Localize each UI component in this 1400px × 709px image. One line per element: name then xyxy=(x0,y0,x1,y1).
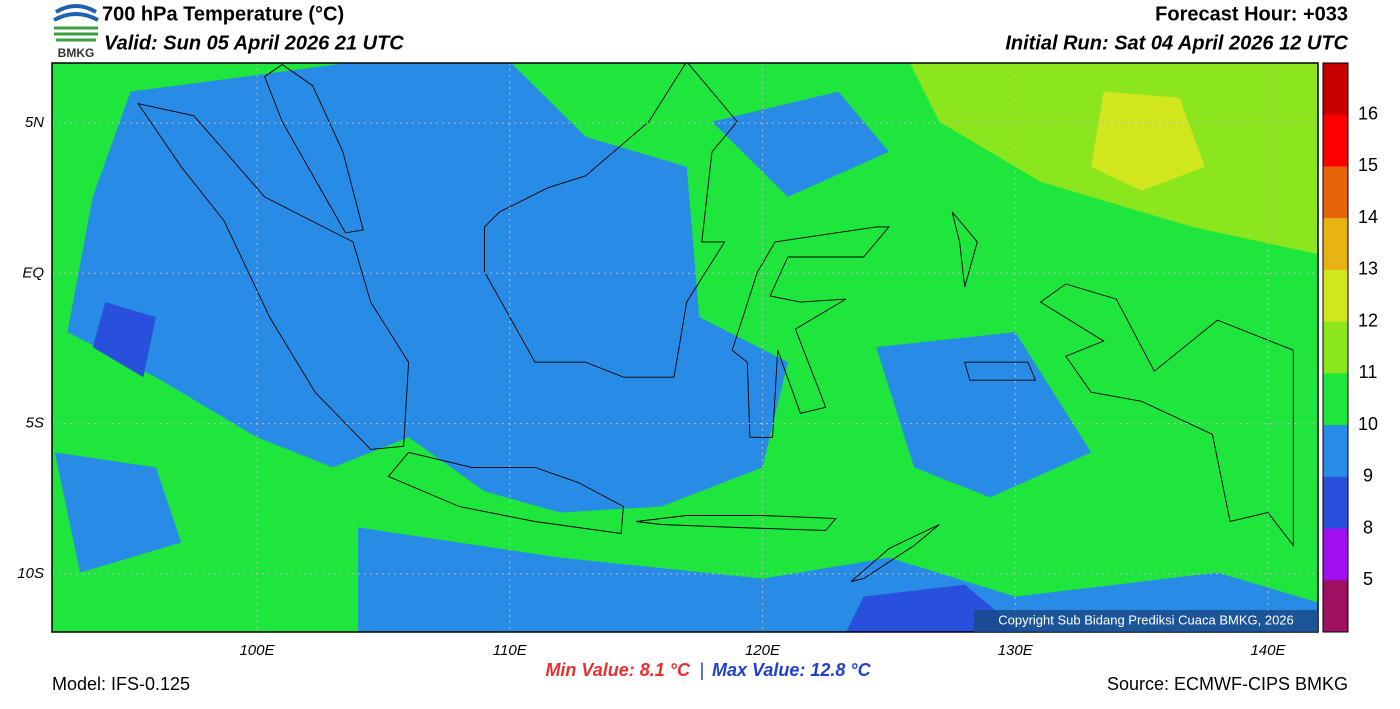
temperature-region xyxy=(67,63,788,513)
copyright-box xyxy=(974,610,1318,632)
colorbar-label: 16 xyxy=(1358,103,1378,123)
colorbar-swatch xyxy=(1323,218,1348,271)
logo-text: BMKG xyxy=(58,46,95,60)
source: Source: ECMWF-CIPS BMKG xyxy=(1107,674,1348,694)
colorbar-label: 9 xyxy=(1363,466,1373,486)
min-value: Min Value: 8.1 °C xyxy=(545,660,691,680)
coastline xyxy=(964,361,1037,381)
colorbar-label: 5 xyxy=(1363,569,1373,589)
temperature-region xyxy=(712,91,889,197)
colorbar-label: 10 xyxy=(1358,414,1378,434)
colorbar-label: 15 xyxy=(1358,155,1378,175)
lon-label: 140E xyxy=(1250,642,1286,659)
lon-label: 120E xyxy=(745,642,781,659)
coastline xyxy=(137,103,410,450)
colorbar-label: 8 xyxy=(1363,517,1373,537)
initial-run: Initial Run: Sat 04 April 2026 12 UTC xyxy=(1005,32,1348,54)
colorbar-frame xyxy=(1322,62,1349,633)
temperature-region xyxy=(358,527,1318,632)
lat-label: 5S xyxy=(26,415,44,432)
coastline xyxy=(731,226,890,438)
colorbar-swatch xyxy=(1323,114,1348,167)
coastline xyxy=(850,524,940,583)
coastline xyxy=(1039,283,1294,547)
temperature-region xyxy=(876,332,1092,498)
lat-label: 10S xyxy=(17,565,44,582)
colorbar-label: 11 xyxy=(1359,362,1378,382)
colorbar-swatch xyxy=(1323,269,1348,323)
temperature-region xyxy=(1091,91,1205,191)
colorbar-label: 13 xyxy=(1358,259,1378,279)
colorbar-swatch xyxy=(1323,476,1348,530)
map-frame xyxy=(51,62,1319,633)
forecast-hour: Forecast Hour: +033 xyxy=(1155,3,1348,25)
lat-label: 5N xyxy=(25,114,44,131)
colorbar-swatch xyxy=(1323,373,1348,426)
max-value: Max Value: 12.8 °C xyxy=(712,660,872,680)
lon-label: 130E xyxy=(998,642,1034,659)
colorbar-swatch xyxy=(1323,63,1348,116)
lat-label: EQ xyxy=(22,264,44,281)
coastline xyxy=(264,64,364,234)
separator: | xyxy=(700,660,705,680)
colorbar-label: 12 xyxy=(1358,310,1378,330)
colorbar-label: 14 xyxy=(1358,207,1378,227)
title: 700 hPa Temperature (°C) xyxy=(102,3,344,25)
coastline xyxy=(387,451,624,535)
coastline xyxy=(951,211,978,288)
colorbar-swatch xyxy=(1323,321,1348,374)
model: Model: IFS-0.125 xyxy=(52,674,190,694)
colorbar-swatch xyxy=(1323,166,1348,219)
logo: BMKG xyxy=(53,4,99,60)
colorbar-swatch xyxy=(1323,425,1348,478)
lon-label: 100E xyxy=(239,642,275,659)
colorbar: 16 15 14 13 12 11 10 9 8 5 xyxy=(1322,62,1378,633)
lon-label: 110E xyxy=(493,642,528,659)
copyright: Copyright Sub Bidang Prediksi Cuaca BMKG… xyxy=(998,612,1294,627)
valid-time: Valid: Sun 05 April 2026 21 UTC xyxy=(104,32,404,54)
temperature-region xyxy=(54,452,182,573)
colorbar-swatch xyxy=(1323,528,1348,581)
coastline xyxy=(636,515,837,531)
coastline xyxy=(484,63,738,378)
temperature-region xyxy=(92,302,156,378)
map xyxy=(52,63,1318,632)
colorbar-swatch xyxy=(1323,580,1348,633)
